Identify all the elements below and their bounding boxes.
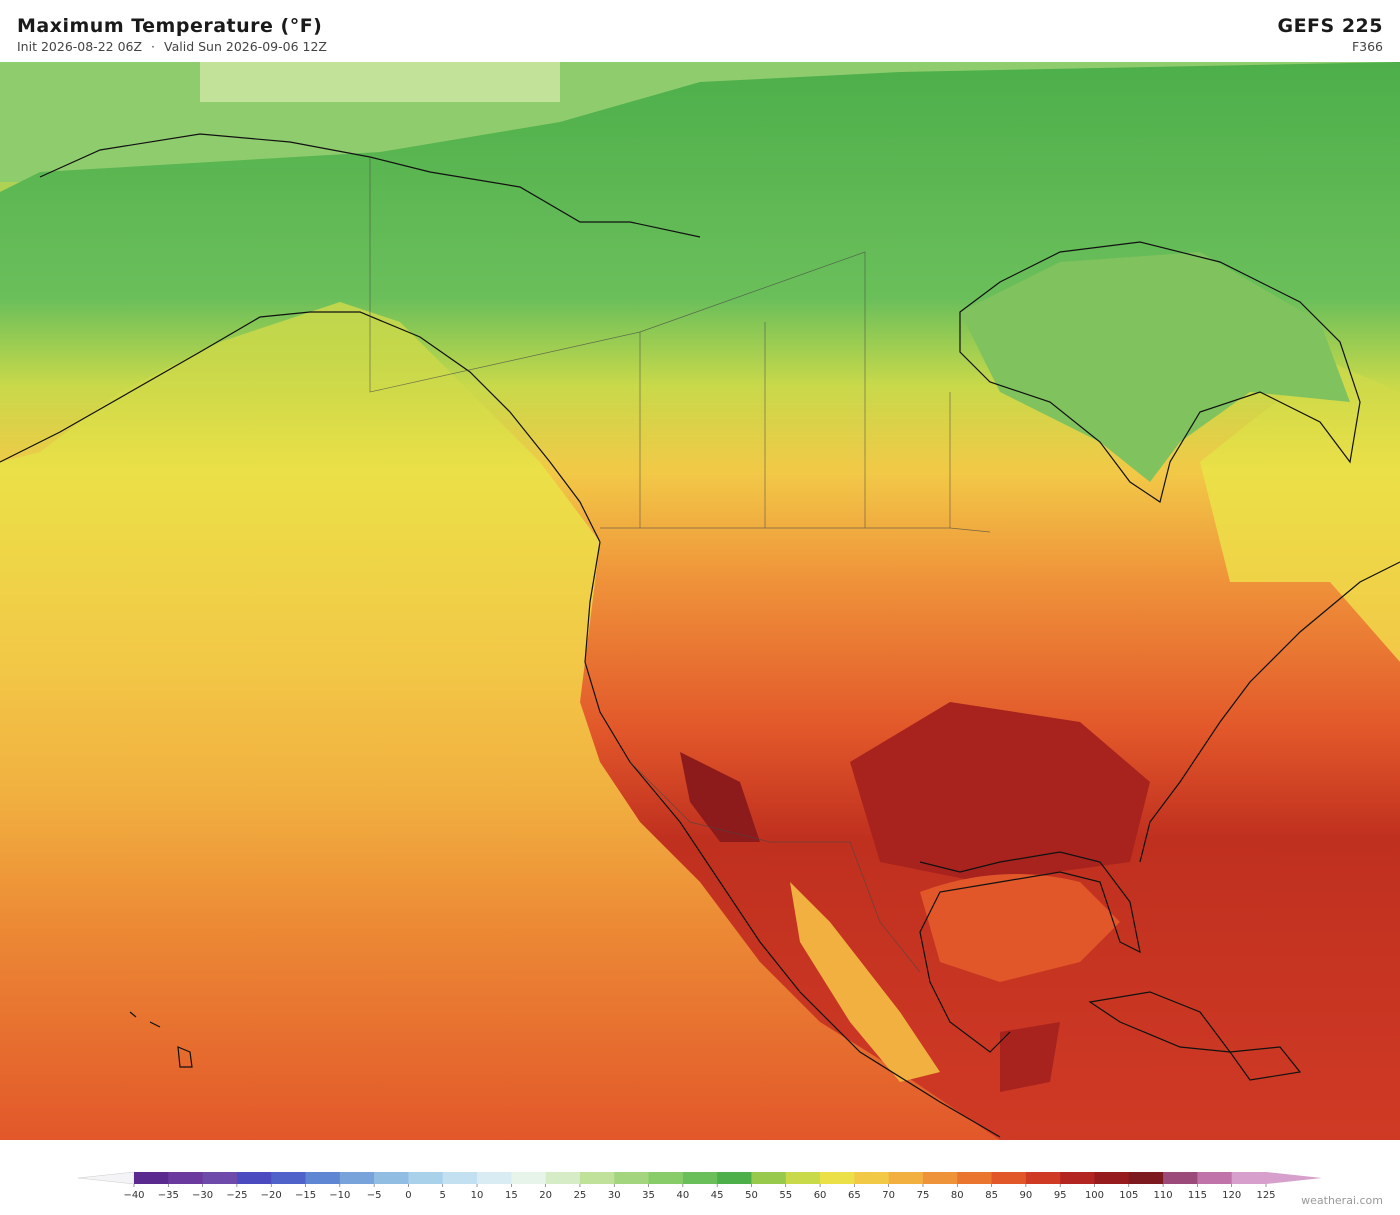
colorbar-bin [134, 1172, 169, 1184]
borders [369, 157, 991, 973]
colorbar-bin [1128, 1172, 1164, 1184]
colorbar-tick-label: 5 [440, 1190, 446, 1201]
colorbar-bin [408, 1172, 444, 1184]
colorbar-tick-label: 25 [574, 1190, 587, 1201]
colorbar-bin [374, 1172, 409, 1184]
colorbar-tick-label: 70 [882, 1190, 895, 1201]
colorbar-tick-label: 15 [505, 1190, 518, 1201]
colorbar-bin [682, 1172, 718, 1184]
colorbar-tick-label: 105 [1119, 1190, 1138, 1201]
colorbar-tick-label: −20 [261, 1190, 282, 1201]
map-title: Maximum Temperature (°F) [17, 15, 323, 37]
colorbar-tick-label: −40 [123, 1190, 144, 1201]
init-time: Init 2026-08-22 06Z [17, 39, 143, 54]
colorbar-tick-label: 120 [1222, 1190, 1241, 1201]
colorbar-bin [854, 1172, 890, 1184]
colorbar-tick-label: 35 [642, 1190, 655, 1201]
colorbar-tick-label: 75 [917, 1190, 930, 1201]
arctic-field [200, 62, 560, 102]
colorbar-tick-label: −5 [367, 1190, 382, 1201]
colorbar-bin [442, 1172, 478, 1184]
colorbar-tick-label: 45 [711, 1190, 724, 1201]
colorbar-tick-label: 95 [1054, 1190, 1067, 1201]
colorbar-bin [339, 1172, 375, 1184]
colorbar-bin [820, 1172, 855, 1184]
colorbar-bin [648, 1172, 684, 1184]
colorbar-bin [545, 1172, 581, 1184]
hot-core [850, 702, 1150, 882]
colorbar-tick-label: 110 [1154, 1190, 1173, 1201]
colorbar-tick-label: −30 [192, 1190, 213, 1201]
colorbar: −40 −35 −30 −25 −20 −15 −10 −5 0 5 10 15 20 25 30 35 40 4… [77, 1171, 1322, 1201]
colorbar-tick-label: 30 [608, 1190, 621, 1201]
colorbar-tick-label: 85 [985, 1190, 998, 1201]
colorbar-tick-label: 60 [814, 1190, 827, 1201]
colorbar-bin [957, 1172, 992, 1184]
colorbar-bin [785, 1172, 821, 1184]
colorbar-bin [614, 1172, 649, 1184]
model-name: GEFS 225 [1277, 15, 1383, 37]
colorbar-bin [1231, 1172, 1267, 1184]
colorbar-bin [1094, 1172, 1130, 1184]
colorbar-bin [888, 1172, 924, 1184]
colorbar-bin [511, 1172, 547, 1184]
colorbar-bin [236, 1172, 272, 1184]
hudson-bay-field [960, 252, 1350, 482]
colorbar-tick-label: 55 [779, 1190, 792, 1201]
colorbar-tick-label: 0 [405, 1190, 411, 1201]
colorbar-tick-label: −25 [226, 1190, 247, 1201]
separator: · [151, 39, 156, 54]
hot-core [680, 752, 760, 842]
coastlines [0, 133, 1400, 1138]
colorbar-tick-label: 115 [1188, 1190, 1207, 1201]
colorbar-bin [1197, 1172, 1233, 1184]
colorbar-tick-label: 20 [539, 1190, 552, 1201]
colorbar-tick-label: −15 [295, 1190, 316, 1201]
colorbar-tick-label: 40 [676, 1190, 689, 1201]
colorbar-bin [202, 1172, 238, 1184]
colorbar-bin [168, 1172, 204, 1184]
colorbar-bin [717, 1172, 752, 1184]
colorbar-bin [1060, 1172, 1095, 1184]
colorbar-bin [579, 1172, 615, 1184]
colorbar-tick-label: 100 [1085, 1190, 1104, 1201]
colorbar-tick-label: −35 [158, 1190, 179, 1201]
mexico-highland [790, 882, 940, 1082]
colorbar-tick-label: 80 [951, 1190, 964, 1201]
colorbar-tick-label: 90 [1020, 1190, 1033, 1201]
colorbar-tick-label: −10 [329, 1190, 350, 1201]
colorbar-bin [991, 1172, 1027, 1184]
credit: weatherai.com [1301, 1194, 1383, 1207]
colorbar-tick-label: 50 [745, 1190, 758, 1201]
colorbar-bin [1163, 1172, 1198, 1184]
map [0, 62, 1400, 1140]
colorbar-bin [271, 1172, 306, 1184]
colorbar-over [1266, 1172, 1322, 1184]
colorbar-bin [305, 1172, 341, 1184]
colorbar-bin [1025, 1172, 1061, 1184]
colorbar-tick-label: 125 [1256, 1190, 1275, 1201]
colorbar-bin [477, 1172, 512, 1184]
colorbar-under [77, 1171, 135, 1185]
forecast-hour: F366 [1351, 39, 1383, 54]
valid-time: Valid Sun 2026-09-06 12Z [164, 39, 327, 54]
colorbar-tick-label: 10 [471, 1190, 484, 1201]
colorbar-bin [922, 1172, 958, 1184]
colorbar-bin [751, 1172, 787, 1184]
yucatan-field [1000, 1022, 1060, 1092]
colorbar-tick-label: 65 [848, 1190, 861, 1201]
subtitle: Init 2026-08-22 06Z · Valid Sun 2026-09-06… [17, 39, 327, 54]
gulf-field [920, 874, 1120, 982]
